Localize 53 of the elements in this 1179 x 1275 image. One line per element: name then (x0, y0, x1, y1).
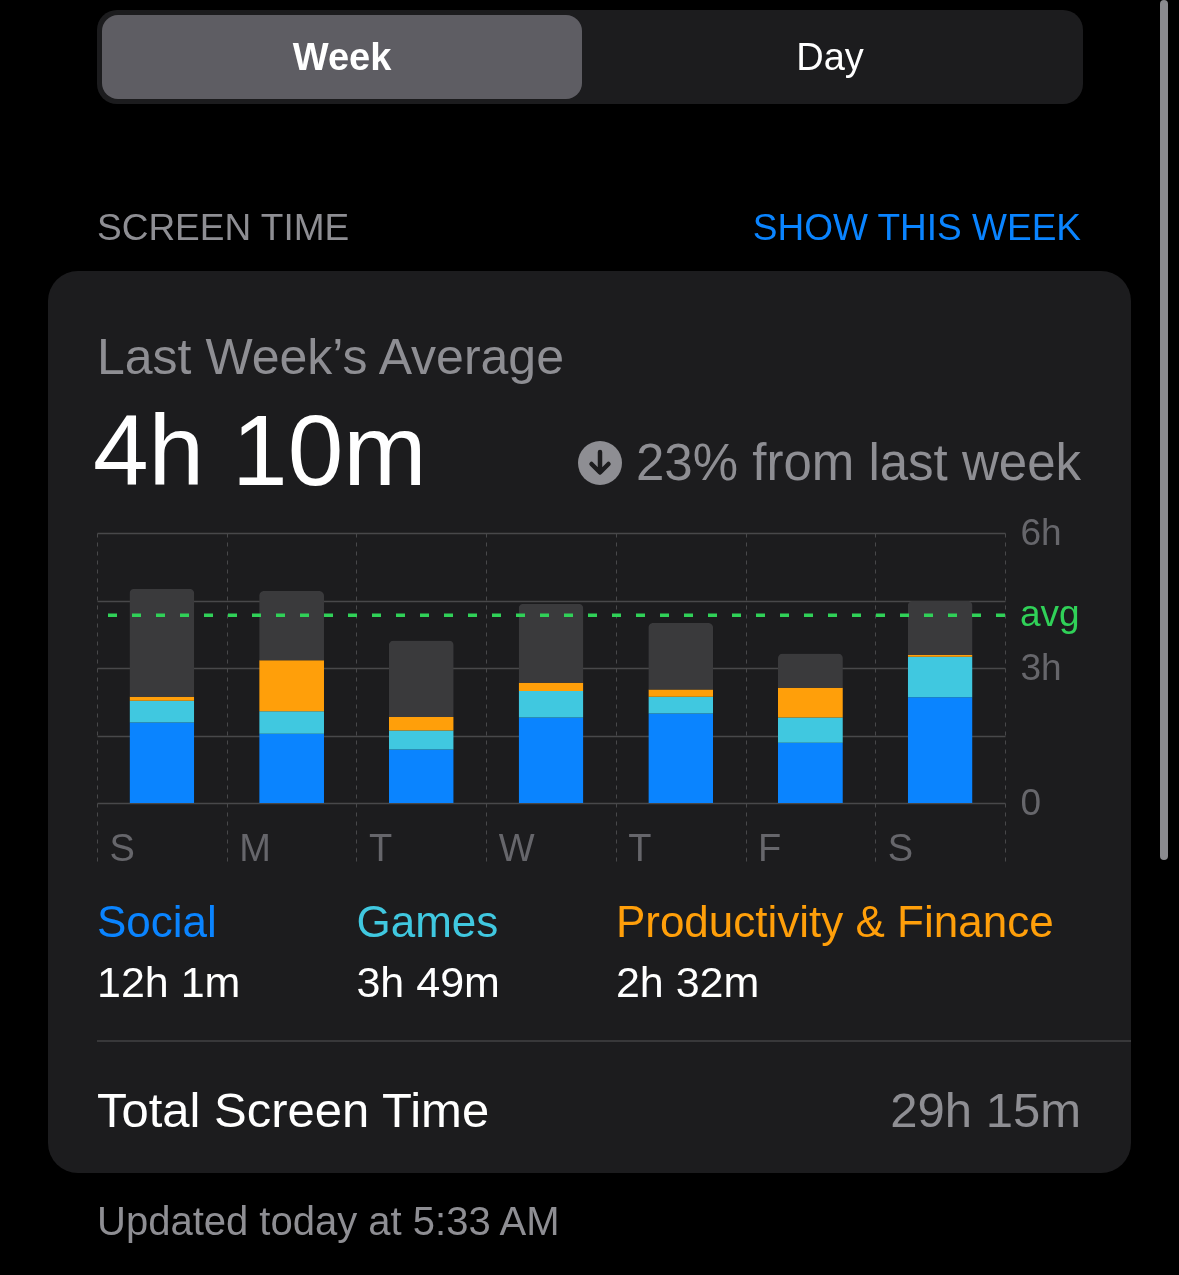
x-tick-label: T (628, 826, 652, 869)
bar (388, 749, 454, 803)
x-tick-label: W (498, 826, 535, 869)
bar (648, 623, 714, 690)
text: 3h 49m (356, 957, 500, 1008)
text: Productivity & Finance (615, 896, 1054, 948)
bar (129, 696, 195, 701)
bar (259, 660, 324, 712)
text: Updated today at 5:33 AM (97, 1198, 560, 1245)
bar (388, 717, 454, 731)
bar (648, 689, 714, 697)
chart-subtitle: 4h 10m (93, 394, 427, 506)
bar (129, 700, 195, 723)
ref-line-label: avg (1020, 593, 1080, 635)
y-tick-label: 0 (1020, 781, 1042, 823)
text: 29h 15m (890, 1082, 1081, 1139)
bar (259, 591, 324, 661)
text: 12h 1m (97, 957, 241, 1008)
text: SHOW THIS WEEK (752, 207, 1081, 249)
x-tick-label: S (887, 826, 914, 869)
text: Social (97, 896, 218, 948)
bar (518, 682, 584, 691)
y-tick-label: 6h (1020, 511, 1062, 553)
bar (388, 640, 454, 718)
bar (778, 717, 843, 743)
text: SCREEN TIME (97, 207, 350, 249)
x-tick-label: T (368, 826, 393, 869)
bar (648, 713, 714, 803)
text: Total Screen Time (97, 1082, 490, 1139)
bar (778, 742, 843, 803)
bar (129, 588, 195, 697)
y-tick-label: 3h (1020, 646, 1062, 688)
bar (518, 690, 584, 718)
bar (778, 687, 843, 718)
text: Games (356, 896, 500, 948)
bar (778, 653, 843, 688)
chart-title: Last Week’s Average (97, 328, 564, 386)
segmented-control: Week Day (97, 10, 1083, 104)
bar (907, 697, 973, 803)
bar (518, 603, 584, 683)
bar (129, 722, 195, 803)
x-tick-label: F (758, 826, 782, 869)
bar (388, 730, 454, 750)
bar (259, 733, 324, 803)
bar (907, 600, 973, 655)
text: 2h 32m (615, 957, 761, 1008)
bar (648, 696, 714, 714)
text: 23% from last week (635, 434, 1081, 492)
x-tick-label: S (109, 826, 135, 869)
bar (907, 656, 973, 698)
bar (259, 711, 324, 734)
x-tick-label: M (239, 826, 271, 869)
bar (518, 717, 584, 803)
